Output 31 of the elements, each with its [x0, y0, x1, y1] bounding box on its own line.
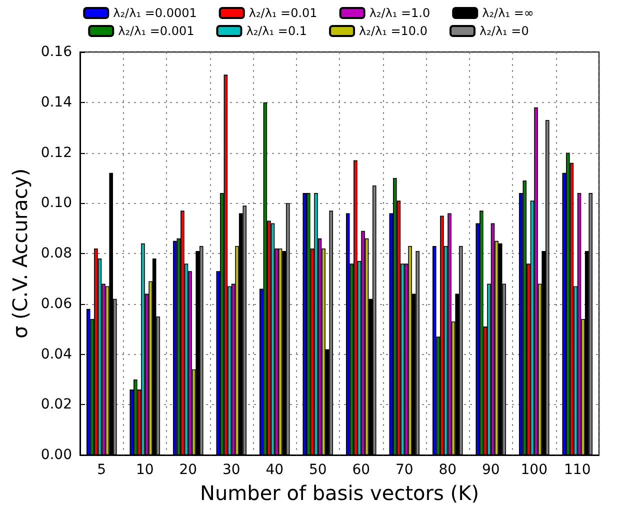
x-tick-label: 5 [97, 462, 106, 478]
y-tick-label: 0.02 [40, 396, 72, 413]
x-tick-label: 70 [395, 462, 414, 478]
x-tick-label: 40 [266, 462, 284, 478]
legend-label: λ₂/λ₁ =0 [479, 24, 529, 38]
x-tick-label: 80 [438, 462, 457, 478]
x-tick-label: 30 [222, 462, 240, 478]
y-tick-label: 0.10 [40, 195, 72, 212]
x-tick-label: 50 [308, 462, 327, 478]
legend-label: λ₂/λ₁ =1.0 [369, 6, 430, 20]
y-axis-title: σ (C.V. Accuracy) [8, 168, 32, 339]
legend-label: λ₂/λ₁ =0.1 [246, 24, 308, 38]
y-tick-label: 0.16 [40, 44, 72, 60]
x-tick-label: 10 [136, 462, 154, 478]
x-tick-label: 100 [520, 462, 548, 478]
y-tick-label: 0.06 [40, 296, 72, 312]
y-tick-label: 0.00 [40, 447, 72, 463]
x-tick-label: 20 [179, 462, 198, 478]
y-tick-label: 0.04 [40, 346, 72, 362]
legend-label: λ₂/λ₁ =∞ [482, 6, 534, 20]
legend-label: λ₂/λ₁ =10.0 [359, 24, 428, 38]
x-tick-label: 90 [482, 462, 500, 478]
legend-label: λ₂/λ₁ =0.001 [118, 24, 194, 38]
y-tick-label: 0.12 [40, 144, 72, 161]
x-tick-label: 60 [352, 462, 370, 478]
legend-label: λ₂/λ₁ =0.01 [248, 6, 318, 20]
legend-label: λ₂/λ₁ =0.0001 [113, 6, 197, 20]
x-axis-title: Number of basis vectors (K) [200, 481, 479, 505]
y-tick-label: 0.08 [40, 246, 72, 262]
x-tick-label: 110 [564, 462, 591, 478]
y-tick-label: 0.14 [40, 94, 72, 110]
